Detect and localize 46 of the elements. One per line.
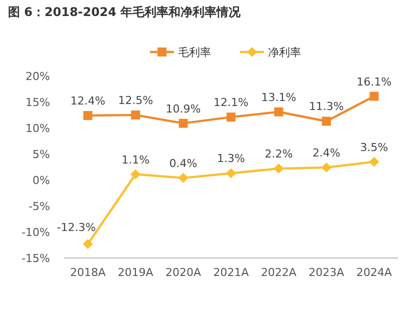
data-label: 16.1% <box>356 75 392 88</box>
chart-title: 图 6：2018-2024 年毛利率和净利率情况 <box>8 5 242 19</box>
point <box>130 169 141 180</box>
x-tick-label: 2022A <box>260 266 297 279</box>
point <box>274 164 284 174</box>
point <box>322 116 331 126</box>
x-tick-label: 2021A <box>213 266 250 279</box>
data-label: 12.4% <box>70 94 106 108</box>
x-tick-label: 2019A <box>118 266 154 279</box>
y-tick-label: 5% <box>32 148 50 161</box>
x-tick-label: 2018A <box>70 266 106 279</box>
data-label: 1.3% <box>217 152 245 166</box>
point <box>178 172 188 183</box>
point <box>274 107 284 116</box>
legend-label: 毛利率 <box>178 46 211 59</box>
y-tick-label: -10% <box>22 226 50 239</box>
point <box>369 156 380 167</box>
legend-label: 净利率 <box>268 46 301 59</box>
point <box>226 112 236 122</box>
point <box>321 162 332 173</box>
data-label: 2.2% <box>264 148 293 161</box>
data-label: 1.1% <box>122 153 150 166</box>
y-tick-label: -5% <box>28 200 50 213</box>
data-label: -12.3% <box>56 220 96 234</box>
point <box>82 238 93 249</box>
y-tick-label: 0% <box>32 174 50 187</box>
point <box>178 118 188 128</box>
x-tick-label: 2023A <box>308 266 345 279</box>
data-label: 12.5% <box>118 94 154 107</box>
point <box>131 110 140 120</box>
data-label: 12.1% <box>214 96 248 110</box>
data-label: 3.5% <box>360 140 388 154</box>
point <box>370 92 379 101</box>
point <box>83 111 92 120</box>
x-tick-label: 2024A <box>356 266 392 279</box>
data-label: 2.4% <box>312 146 340 160</box>
data-label: 10.9% <box>166 102 201 116</box>
y-tick-label: 15% <box>26 96 50 109</box>
y-tick-label: -15% <box>22 252 50 265</box>
y-tick-label: 10% <box>26 122 50 135</box>
point <box>226 168 236 178</box>
data-label: 11.3% <box>308 100 344 114</box>
data-label: 13.1% <box>261 90 296 104</box>
y-tick-label: 20% <box>26 70 50 83</box>
x-tick-label: 2020A <box>166 266 202 279</box>
data-label: 0.4% <box>169 156 198 170</box>
